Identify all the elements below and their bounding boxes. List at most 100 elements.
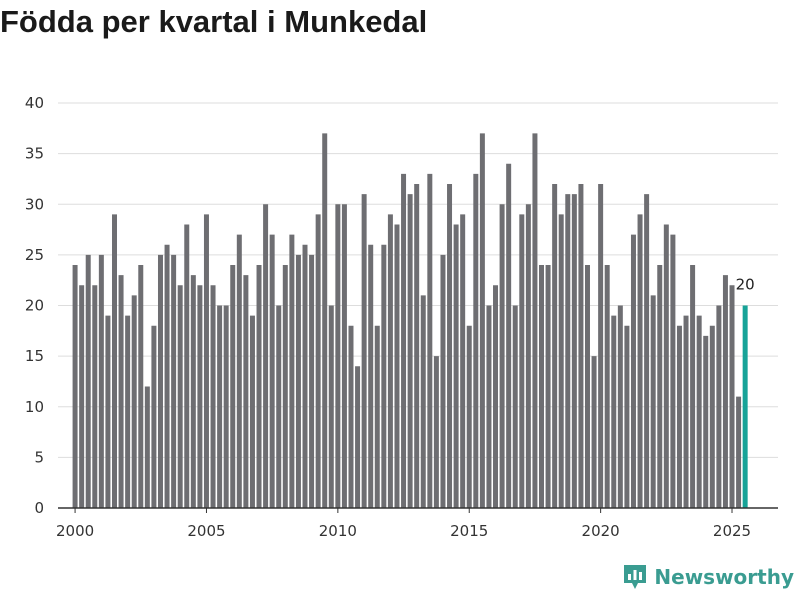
bar [532, 133, 538, 508]
bar [479, 133, 485, 508]
bar [552, 184, 558, 508]
bar [249, 315, 255, 508]
bar [558, 214, 564, 508]
bar [493, 285, 499, 508]
bar [486, 305, 492, 508]
bar [256, 265, 262, 508]
bar [177, 285, 183, 508]
x-axis: 2000 2005 2010 2015 2020 2025 [56, 508, 751, 540]
bar [72, 265, 78, 508]
bar [361, 194, 367, 508]
bar [401, 173, 407, 508]
bar [571, 194, 577, 508]
bar [322, 133, 328, 508]
bar [131, 295, 137, 508]
y-tick-label: 10 [25, 398, 44, 416]
bar [427, 173, 433, 508]
bar [644, 194, 650, 508]
bar [203, 214, 209, 508]
bar [663, 224, 669, 508]
bar [98, 254, 104, 508]
bar [190, 275, 196, 508]
bar [598, 184, 604, 508]
bar [355, 366, 361, 508]
bar [591, 356, 597, 508]
x-tick-label: 2020 [582, 522, 620, 540]
bar [578, 184, 584, 508]
chart-title: Födda per kvartal i Munkedal [0, 4, 428, 39]
bar [611, 315, 617, 508]
x-tick-label: 2000 [56, 522, 94, 540]
bar [112, 214, 117, 508]
bar [230, 265, 236, 508]
bar [387, 214, 393, 508]
bar [604, 265, 610, 508]
bar [263, 204, 269, 508]
bars [72, 133, 748, 508]
bar [394, 224, 400, 508]
bar [144, 386, 150, 508]
bar [217, 305, 223, 508]
bar [184, 224, 190, 508]
bar [676, 325, 682, 508]
y-tick-label: 25 [25, 246, 44, 264]
bar [453, 224, 459, 508]
y-tick-label: 40 [25, 94, 44, 112]
bar [473, 173, 479, 508]
bar [506, 163, 512, 508]
bar [407, 194, 413, 508]
bar [716, 305, 722, 508]
y-tick-label: 20 [25, 297, 44, 315]
newsworthy-logo: Newsworthy [622, 562, 794, 592]
bar [295, 254, 301, 508]
bar [223, 305, 229, 508]
bar [302, 244, 308, 508]
bar [519, 214, 525, 508]
bar [683, 315, 689, 508]
bar [499, 204, 505, 508]
y-tick-label: 35 [25, 145, 44, 163]
y-tick-label: 15 [25, 347, 44, 365]
bar [584, 265, 590, 508]
bar [309, 254, 315, 508]
bar [447, 184, 453, 508]
y-tick-label: 0 [34, 499, 44, 517]
bar [460, 214, 466, 508]
bar [650, 295, 656, 508]
bar [525, 204, 531, 508]
bar [617, 305, 623, 508]
y-tick-label: 5 [34, 448, 44, 466]
bar [690, 265, 696, 508]
bar [289, 234, 295, 508]
bar [624, 325, 630, 508]
bar [125, 315, 131, 508]
bar [335, 204, 341, 508]
bar [79, 285, 85, 508]
bar [440, 254, 446, 508]
highlight-data-label: 20 [736, 276, 755, 294]
bar [236, 234, 242, 508]
x-tick-label: 2015 [450, 522, 488, 540]
bar [709, 325, 715, 508]
bar [315, 214, 321, 508]
x-tick-label: 2025 [713, 522, 751, 540]
bar [670, 234, 676, 508]
bar [269, 234, 275, 508]
bar [171, 254, 177, 508]
bar [210, 285, 216, 508]
bar [736, 396, 742, 508]
bar [348, 325, 354, 508]
bar [433, 356, 439, 508]
bar [539, 265, 544, 508]
bar [722, 275, 728, 508]
newsworthy-logo-icon [624, 565, 647, 589]
bar [637, 214, 643, 508]
bar [368, 244, 374, 508]
bar [512, 305, 518, 508]
bar [164, 244, 170, 508]
bar [138, 265, 144, 508]
bar [703, 335, 709, 508]
bar [696, 315, 702, 508]
x-tick-label: 2010 [319, 522, 357, 540]
bar [85, 254, 91, 508]
